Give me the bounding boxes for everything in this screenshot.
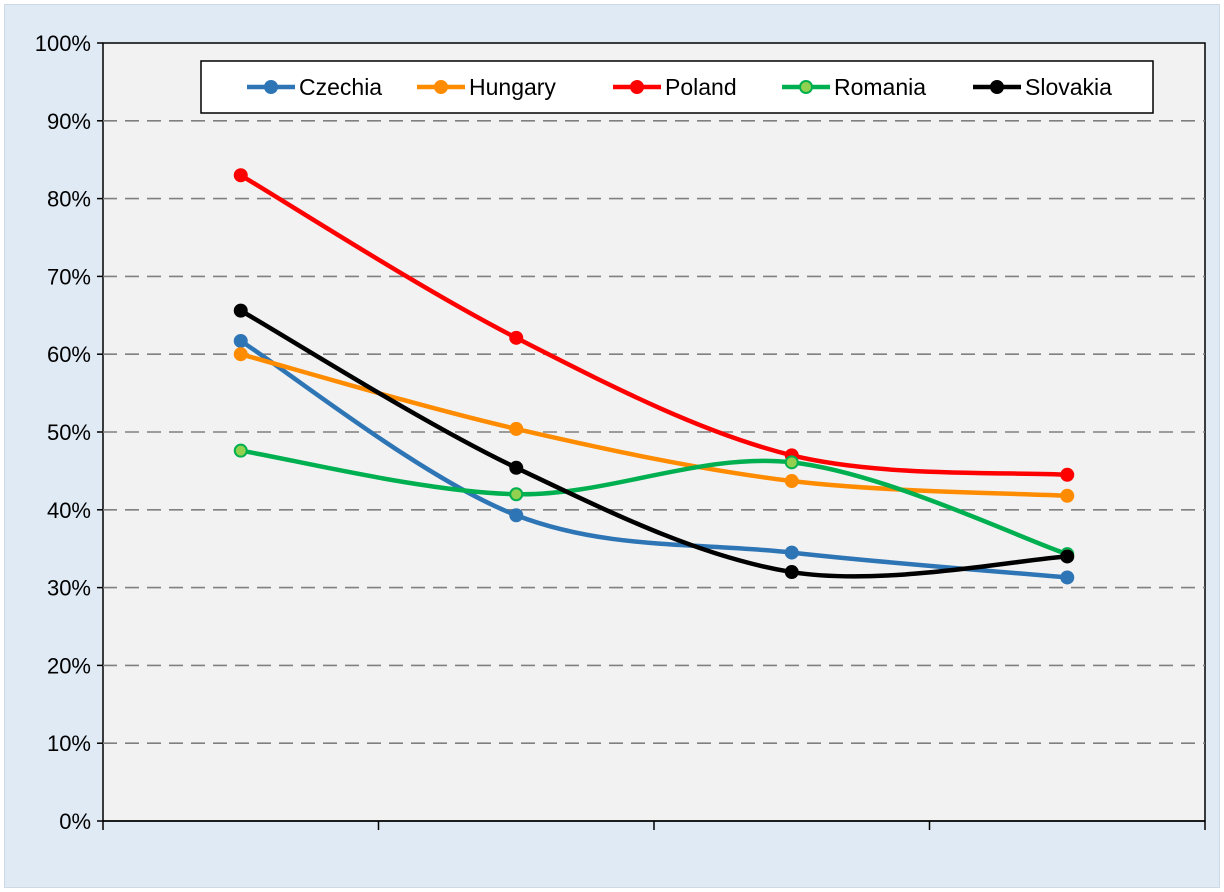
- legend-label: Poland: [665, 74, 737, 100]
- data-point-czechia: [784, 545, 799, 560]
- axes: 0% 10% 20% 30% 40% 50% 60% 70% 80% 90% 100%: [35, 31, 1206, 834]
- data-point-poland: [509, 330, 524, 345]
- data-point-poland: [1060, 467, 1075, 482]
- legend-label: Slovakia: [1025, 74, 1112, 100]
- y-tick-label: 40%: [47, 498, 91, 523]
- data-point-poland: [233, 168, 248, 183]
- y-tick-label: 20%: [47, 653, 91, 678]
- data-point-romania: [784, 455, 799, 470]
- y-tick-label: 100%: [35, 31, 91, 56]
- series-hungary: [233, 347, 1075, 503]
- chart-frame: 0% 10% 20% 30% 40% 50% 60% 70% 80% 90% 100% Czechi…: [4, 4, 1220, 888]
- series-group: [233, 168, 1075, 585]
- y-tick-label: 90%: [47, 109, 91, 134]
- y-tick-label: 0%: [59, 809, 91, 834]
- legend-swatch-marker: [630, 80, 644, 94]
- y-tick-label: 10%: [47, 731, 91, 756]
- data-point-slovakia: [233, 303, 248, 318]
- series-line-poland: [238, 173, 1070, 478]
- data-point-slovakia: [509, 460, 524, 475]
- legend-label: Romania: [834, 74, 926, 100]
- data-point-czechia: [233, 333, 248, 348]
- series-slovakia: [233, 303, 1075, 580]
- data-point-hungary: [1060, 488, 1075, 503]
- series-line-romania: [238, 448, 1070, 557]
- series-czechia: [233, 333, 1075, 585]
- y-tick-label: 60%: [47, 342, 91, 367]
- gridlines: [103, 120, 1205, 745]
- y-tick-label: 70%: [47, 264, 91, 289]
- legend-swatch-marker: [799, 80, 813, 94]
- data-point-romania: [233, 443, 248, 458]
- legend-label: Czechia: [299, 74, 382, 100]
- legend-item-romania: Romania: [782, 74, 926, 100]
- data-point-romania: [509, 487, 524, 502]
- series-line-czechia: [238, 338, 1070, 580]
- y-tick-label: 80%: [47, 187, 91, 212]
- data-point-czechia: [1060, 570, 1075, 585]
- legend-swatch-marker: [990, 80, 1004, 94]
- legend-swatch-marker: [264, 80, 278, 94]
- data-point-czechia: [509, 508, 524, 523]
- y-tick-label: 30%: [47, 576, 91, 601]
- legend-item-slovakia: Slovakia: [973, 74, 1112, 100]
- data-point-slovakia: [784, 565, 799, 580]
- series-line-hungary: [238, 351, 1070, 499]
- series-line-slovakia: [238, 308, 1070, 579]
- data-point-slovakia: [1060, 549, 1075, 564]
- legend-item-hungary: Hungary: [417, 74, 556, 100]
- data-point-hungary: [233, 347, 248, 362]
- legend-item-poland: Poland: [613, 74, 737, 100]
- legend-item-czechia: Czechia: [247, 74, 382, 100]
- legend-label: Hungary: [469, 74, 556, 100]
- data-point-hungary: [509, 421, 524, 436]
- data-point-hungary: [784, 474, 799, 489]
- y-tick-label: 50%: [47, 420, 91, 445]
- line-chart: 0% 10% 20% 30% 40% 50% 60% 70% 80% 90% 100% Czechi…: [35, 31, 1206, 834]
- legend: Czechia Hungary Poland Romania Slovakia: [200, 60, 1154, 114]
- legend-swatch-marker: [434, 80, 448, 94]
